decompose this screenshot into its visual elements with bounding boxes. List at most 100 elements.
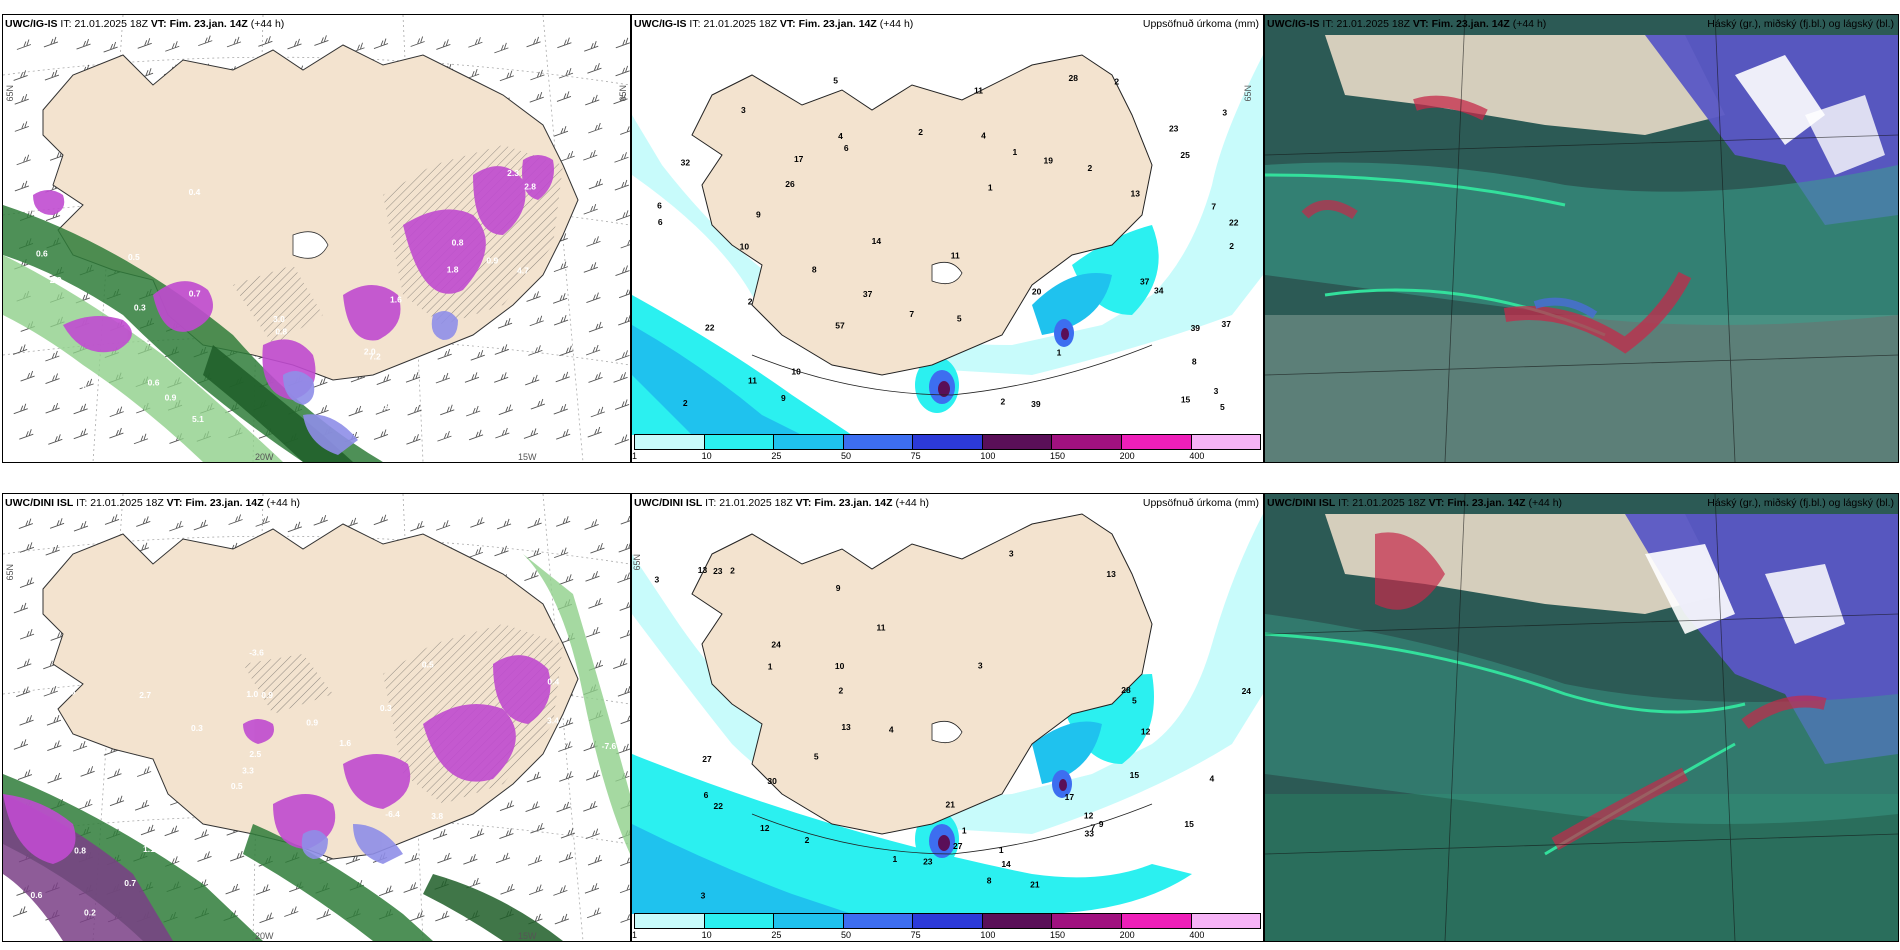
wind-barb [437, 349, 452, 360]
wind-barb [259, 912, 274, 924]
value-label: 12 [1141, 726, 1151, 736]
legend-tick: 75 [910, 930, 921, 940]
wind-barb [586, 907, 602, 919]
wind-barb [494, 42, 509, 54]
wind-barb [588, 598, 603, 609]
value-label: 2 [748, 297, 753, 307]
legend-tick: 400 [1189, 451, 1205, 461]
wind-barb [407, 404, 422, 416]
wind-barb [526, 548, 542, 559]
value-label: 32 [681, 158, 691, 168]
wind-barb [435, 372, 451, 384]
value-label: 3.9 [465, 386, 477, 396]
wind-barb [228, 514, 243, 525]
wind-barb [13, 602, 29, 614]
value-label: 1 [999, 845, 1004, 855]
wind-barb [287, 38, 302, 50]
wind-barb [198, 35, 213, 47]
wind-barb [614, 152, 629, 163]
legend-tick: 150 [1050, 930, 1066, 940]
value-label: 26 [785, 179, 795, 189]
wind-barb [620, 914, 630, 923]
legend-tick: 50 [841, 451, 852, 461]
wind-barb [13, 70, 28, 81]
wind-barb [619, 884, 630, 894]
wind-barb [12, 344, 28, 355]
wind-barb [107, 768, 122, 780]
wind-barb [583, 262, 598, 273]
wind-barb [437, 430, 452, 442]
value-label: 0.8 [452, 238, 464, 248]
value-label: 10 [740, 242, 750, 252]
wind-barb [552, 293, 568, 304]
wind-barb [466, 405, 481, 417]
wind-barb [410, 910, 425, 922]
wind-barb [348, 405, 363, 417]
vt-value: VT: Fim. 23.jan. 14Z [795, 497, 893, 509]
legend-swatch [635, 435, 705, 449]
value-label: 1.8 [447, 265, 459, 275]
wind-barb [109, 427, 124, 439]
wind-barb [373, 514, 388, 526]
value-label: 0.5 [231, 781, 243, 791]
value-label: 14 [1001, 859, 1011, 869]
wind-barb [468, 429, 484, 441]
it-value: 21.01.2025 18Z [703, 18, 777, 30]
lat-label-right: 65N [618, 85, 628, 102]
value-label: 0.9 [306, 717, 318, 727]
model-name: UWC/DINI ISL [5, 497, 74, 509]
legend-tick: 10 [701, 930, 712, 940]
wind-barb [590, 542, 605, 554]
wind-barb [553, 261, 569, 273]
value-label: 15 [1181, 394, 1191, 404]
value-label: 6.5 [474, 342, 486, 352]
lead-time: (+44 h) [250, 18, 285, 30]
wind-barb [499, 828, 514, 839]
lead-time: (+44 h) [879, 18, 914, 30]
wind-barb [583, 801, 598, 812]
value-label: 5 [833, 75, 838, 85]
wind-barb [49, 518, 65, 529]
it-value: 21.01.2025 18Z [74, 18, 148, 30]
map-panel-igis-wind: 0.5 0.4 0.6 0.5 0.9 0.6 1.0 0.7 0.8 0.9 0.5 0.6 3.0 2… [2, 14, 631, 463]
wind-barb [104, 514, 120, 525]
value-label: 3.8 [431, 811, 443, 821]
wind-barb [379, 885, 394, 897]
wind-barb [614, 179, 629, 191]
wind-barb [555, 371, 570, 383]
value-label: 24 [1242, 686, 1252, 696]
value-label: 3 [654, 575, 659, 585]
value-label: 8 [812, 264, 817, 274]
wind-barb [527, 855, 543, 866]
wind-barb [73, 428, 88, 440]
value-label: 11 [951, 250, 960, 260]
wind-barb [526, 771, 542, 783]
wind-barb [258, 36, 273, 47]
legend-swatch [843, 914, 914, 928]
wind-barb [530, 398, 545, 410]
it-value: 21.01.2025 18Z [719, 497, 793, 509]
wind-barb [585, 344, 601, 356]
value-label: 0.5 [396, 419, 408, 429]
wind-barb [43, 685, 58, 697]
value-label: 4 [889, 724, 894, 734]
value-label: 2 [838, 685, 843, 695]
model-name: UWC/DINI ISL [1267, 497, 1336, 509]
wind-barb [47, 740, 62, 751]
lon-label-2: 20W [255, 452, 274, 462]
panel-title: UWC/DINI ISL IT: 21.01.2025 18Z VT: Fim.… [5, 497, 300, 509]
vt-value: VT: Fim. 23.jan. 14Z [1412, 18, 1510, 30]
legend-swatch [1121, 914, 1192, 928]
wind-barb [587, 63, 602, 74]
wind-barb [558, 717, 574, 729]
wind-barb [19, 542, 35, 553]
wind-barb [587, 426, 602, 438]
wind-barb [527, 517, 542, 529]
value-label: 5 [957, 314, 962, 324]
legend-tick: 200 [1119, 451, 1135, 461]
lat-label: 65N [5, 85, 15, 102]
value-label: 9 [1099, 819, 1104, 829]
wind-barb [46, 715, 62, 726]
wind-barb [526, 36, 541, 48]
wind-barb [613, 93, 628, 105]
